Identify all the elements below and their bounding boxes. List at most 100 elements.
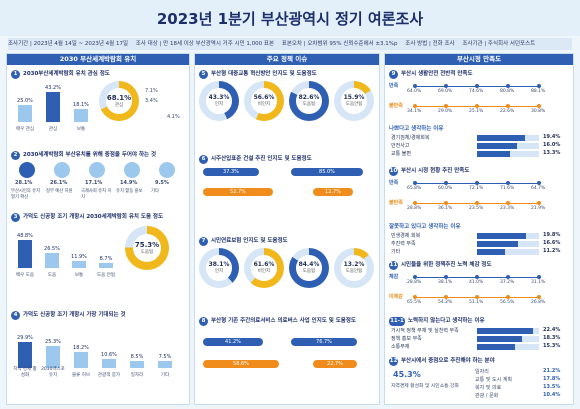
bar-category-label: 도움 안됨 xyxy=(97,273,115,278)
reason-row: 경기침체/경제회복 19.4% xyxy=(391,134,569,142)
donut-label: 인지 xyxy=(214,269,224,275)
q4-number: 4 xyxy=(11,311,20,320)
bar-category-label: 보통 xyxy=(76,127,86,132)
bar xyxy=(102,359,116,368)
trend-line xyxy=(477,277,508,278)
q10-heading: 10 부산시 시정 현황 추진 만족도 xyxy=(389,166,469,176)
trend-row-label: 만족 xyxy=(389,83,399,89)
trend-line xyxy=(477,106,508,107)
trend-row-label: 미체감 xyxy=(389,294,403,300)
donut-center: 15.9% 도움안됨 xyxy=(341,88,367,114)
bar-value-label: 10.6% xyxy=(101,352,117,358)
q1-text: 2030부산세계박람회 유치 관심 정도 xyxy=(23,71,110,77)
trend-point xyxy=(537,295,541,299)
donut-value: 84.4% xyxy=(298,261,320,269)
q6-nohelp: 12.7% xyxy=(313,188,353,196)
donut-chart: 38.1% 인지 xyxy=(199,248,239,288)
q3-bar-chart: 48.8% 매우 도움 26.5% 도움 11.9% 보통 8.7% 도움 안됨 xyxy=(13,232,123,280)
trend-value: 31.1% xyxy=(531,280,546,285)
donut-value: 13.2% xyxy=(343,261,365,269)
trend-line xyxy=(415,297,446,298)
priority-value: 13.5% xyxy=(543,384,561,390)
item-value: 14.9% xyxy=(120,180,138,186)
satisfaction-column: 부산시정 만족도 9 부산시 생활안전 전반적 만족도 만족 64.0% 69.0% 7… xyxy=(384,53,574,405)
trend-line xyxy=(415,106,446,107)
trend-row-label: 불만족 xyxy=(389,103,403,109)
donut-center: 82.6% 도움됨 xyxy=(296,88,322,114)
q9a-heading: 나쁘다고 생각하는 이유 xyxy=(389,126,444,132)
q8-number: 8 xyxy=(199,317,208,326)
reason-value: 11.2% xyxy=(543,248,561,254)
survey-info-bar: 조사기간 | 2023년 4월 14일 ~ 2023년 4월 17일 조사 대상… xyxy=(8,38,572,50)
q8-heading: 8 부산형 기존 주간의료서비스 의료버스 사업 인지도 및 도움정도 xyxy=(199,316,356,326)
donut-chart: 82.6% 도움됨 xyxy=(289,81,329,121)
bar-value-label: 7.5% xyxy=(158,354,172,360)
trend-line xyxy=(477,183,508,184)
reason-row: 추진력 부족 16.6% xyxy=(391,240,569,248)
q3-heading: 3 가덕도 신공항 조기 개항시 2030세계박람회 유치 도움 정도 xyxy=(11,212,163,222)
q7-text: 시민연료보험 인지도 및 도움정도 xyxy=(211,238,288,244)
q11a-text: 노력하지 않는다고 생각하는 이유 xyxy=(408,318,485,324)
survey-error: 표본오차 | 오차범위 95% 신뢰수준에서 ±3.1%p xyxy=(281,41,398,47)
trend-line xyxy=(477,86,508,87)
trend-line xyxy=(508,277,539,278)
reason-value: 16.6% xyxy=(543,240,561,246)
survey-target: 조사 대상 | 만 18세 이상 부산광역시 거주 시민 1,000 표본 xyxy=(135,41,275,47)
trend-line xyxy=(446,106,477,107)
item-label: 국제사회 유치 지지 xyxy=(81,189,112,200)
q1-donut: 68.1% 관심 xyxy=(99,81,139,121)
bar-value-label: 43.2% xyxy=(45,85,61,91)
donut-center: 43.3% 인지 xyxy=(206,88,232,114)
bar-category-label: 도움 xyxy=(47,273,57,278)
q1-neg1: 7.1% xyxy=(145,88,158,94)
q12-text: 부산시에서 중점으로 추진해야 하는 분야 xyxy=(401,358,495,364)
priority-label: 관광 / 문화 xyxy=(475,393,499,399)
q11a-items: 거시적 정책 부재 및 실천력 부족 22.4% 정책 홍보 부족 18.3% 소통부재… xyxy=(391,327,569,353)
trend-point xyxy=(537,201,541,205)
priority-label: 일자리 xyxy=(475,369,489,375)
reason-track xyxy=(477,135,539,141)
donut-center: 61.6% 비인지 xyxy=(251,255,277,281)
q1-low: 4.1% xyxy=(167,114,180,120)
item-label: 기타 xyxy=(151,189,159,194)
q9a-items: 경기침체/경제회복 19.4% 안전사고 16.0% 교통 불편 13.3% xyxy=(391,134,569,160)
bar-category-label: 매우 관심 xyxy=(16,127,34,132)
trend-value: 71.6% xyxy=(500,186,515,191)
q11a-heading: 11-1 노력하지 않는다고 생각하는 이유 xyxy=(389,316,485,326)
q1-number: 1 xyxy=(11,70,20,79)
trend-line xyxy=(446,86,477,87)
donut-label: 인지 xyxy=(214,102,224,108)
reason-label: 경기침체/경제회복 xyxy=(391,135,430,141)
donut-chart: 56.6% 비인지 xyxy=(244,81,284,121)
reason-value: 22.4% xyxy=(543,327,561,333)
donut-value: 43.3% xyxy=(208,94,230,102)
q6-heading: 6 시주산입표준 건설 추진 인지도 및 도움정도 xyxy=(199,154,312,164)
item-label: 부산시민의 유치 열기 확산 xyxy=(11,189,41,200)
bar-category-label: 관심 xyxy=(48,127,58,132)
q5-number: 5 xyxy=(199,70,208,79)
q7-heading: 7 시민연료보험 인지도 및 도움정도 xyxy=(199,236,288,246)
reason-row: 안전사고 16.0% xyxy=(391,142,569,150)
donut-chart: 13.2% 도움안됨 xyxy=(334,248,374,288)
q9-heading: 9 부산시 생활안전 전반적 만족도 xyxy=(389,69,473,79)
q11a-number: 11-1 xyxy=(389,317,405,326)
trend-row-label: 불만족 xyxy=(389,200,403,206)
trend-value: 26.8% xyxy=(531,300,546,305)
q2-number: 2 xyxy=(11,151,20,160)
trend-value: 28.8% xyxy=(407,206,422,211)
reason-track xyxy=(477,233,539,239)
trend-value: 29.0% xyxy=(438,109,453,114)
bar xyxy=(99,263,113,268)
reason-fill xyxy=(477,336,522,342)
donut-center: 84.4% 도움됨 xyxy=(296,255,322,281)
donut-chart: 43.3% 인지 xyxy=(199,81,239,121)
bar xyxy=(18,342,32,368)
q12-heading: 12 부산시에서 중점으로 추진해야 하는 분야 xyxy=(389,356,495,366)
q2-heading: 2 2030세계박람회 부산유치를 위해 중점을 두어야 하는 것 xyxy=(11,150,156,160)
reason-track xyxy=(477,249,539,255)
reason-row: 민생경제 회복 19.8% xyxy=(391,232,569,240)
priority-value: 21.2% xyxy=(543,368,561,374)
q9-number: 9 xyxy=(389,70,398,79)
bar-value-label: 25.0% xyxy=(17,98,33,104)
bar-category-label: 일자리 xyxy=(130,373,144,378)
